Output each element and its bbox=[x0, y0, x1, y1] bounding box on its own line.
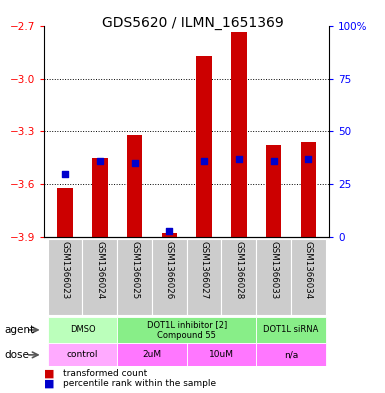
Bar bbox=[256, 239, 291, 315]
Bar bbox=[57, 187, 73, 237]
Bar bbox=[266, 145, 281, 237]
Text: GSM1366033: GSM1366033 bbox=[269, 241, 278, 299]
Bar bbox=[256, 317, 326, 343]
Bar bbox=[196, 56, 212, 237]
Text: DOT1L inhibitor [2]
Compound 55: DOT1L inhibitor [2] Compound 55 bbox=[147, 320, 227, 340]
Text: GSM1366034: GSM1366034 bbox=[304, 241, 313, 299]
Text: GSM1366023: GSM1366023 bbox=[60, 241, 70, 299]
Text: DMSO: DMSO bbox=[70, 325, 95, 334]
Bar bbox=[256, 343, 326, 366]
Text: GDS5620 / ILMN_1651369: GDS5620 / ILMN_1651369 bbox=[102, 16, 283, 30]
Bar bbox=[48, 239, 82, 315]
Text: GSM1366026: GSM1366026 bbox=[165, 241, 174, 299]
Bar bbox=[187, 239, 221, 315]
Text: percentile rank within the sample: percentile rank within the sample bbox=[63, 379, 216, 388]
Point bbox=[166, 228, 172, 235]
Text: dose: dose bbox=[5, 350, 30, 360]
Bar bbox=[291, 239, 326, 315]
Point bbox=[305, 156, 311, 163]
Bar bbox=[48, 343, 117, 366]
Bar bbox=[127, 135, 142, 237]
Text: control: control bbox=[67, 351, 98, 359]
Point bbox=[271, 158, 277, 164]
Bar bbox=[221, 239, 256, 315]
Text: ■: ■ bbox=[44, 379, 55, 389]
Point bbox=[97, 158, 103, 164]
Text: 2uM: 2uM bbox=[142, 351, 162, 359]
Bar bbox=[187, 343, 256, 366]
Text: GSM1366027: GSM1366027 bbox=[199, 241, 209, 299]
Bar bbox=[82, 239, 117, 315]
Text: agent: agent bbox=[5, 325, 35, 335]
Text: GSM1366028: GSM1366028 bbox=[234, 241, 243, 299]
Text: DOT1L siRNA: DOT1L siRNA bbox=[263, 325, 319, 334]
Bar bbox=[92, 158, 108, 237]
Text: n/a: n/a bbox=[284, 351, 298, 359]
Text: 10uM: 10uM bbox=[209, 351, 234, 359]
Bar bbox=[231, 31, 247, 237]
Text: ■: ■ bbox=[44, 369, 55, 378]
Text: GSM1366024: GSM1366024 bbox=[95, 241, 104, 299]
Text: transformed count: transformed count bbox=[63, 369, 147, 378]
Point bbox=[236, 156, 242, 163]
Bar bbox=[117, 317, 256, 343]
Bar bbox=[162, 233, 177, 237]
Bar bbox=[152, 239, 187, 315]
Bar bbox=[48, 317, 117, 343]
Bar bbox=[117, 239, 152, 315]
Bar bbox=[301, 142, 316, 237]
Text: GSM1366025: GSM1366025 bbox=[130, 241, 139, 299]
Bar bbox=[117, 343, 187, 366]
Point bbox=[132, 160, 138, 166]
Point bbox=[201, 158, 207, 164]
Point bbox=[62, 171, 68, 177]
